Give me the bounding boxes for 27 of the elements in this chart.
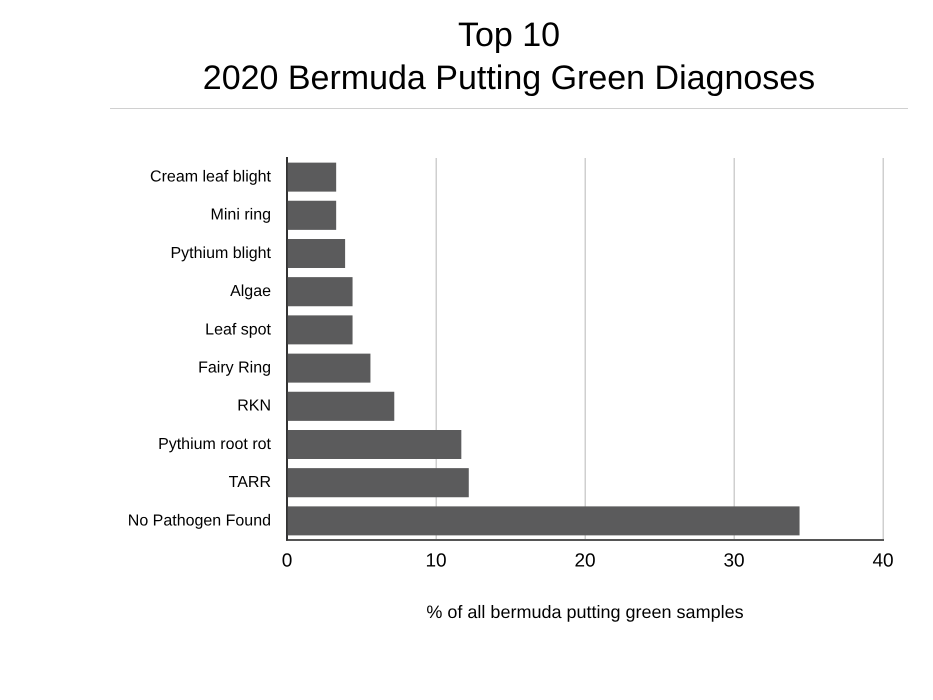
- bar: [288, 315, 353, 344]
- y-tick-label: TARR: [228, 474, 271, 492]
- y-tick-label: Pythium blight: [170, 244, 272, 262]
- y-tick-label: Mini ring: [210, 206, 271, 224]
- y-tick-label: RKN: [237, 398, 271, 415]
- y-tick-label: Fairy Ring: [198, 360, 271, 377]
- bar: [288, 200, 336, 230]
- chart-title: Top 10 2020 Bermuda Putting Green Diagnoses: [202, 15, 816, 99]
- bar: [288, 162, 336, 192]
- y-tick-label: No Pathogen Found: [128, 512, 271, 530]
- x-tick-label: 30: [723, 550, 745, 572]
- y-tick-label: Leaf spot: [205, 321, 272, 338]
- x-tick-label: 20: [574, 550, 596, 572]
- bar: [288, 430, 462, 460]
- x-tick-label: 10: [425, 550, 447, 572]
- y-tick-label: Cream leaf blight: [150, 168, 272, 186]
- bar: [288, 277, 353, 306]
- bar: [288, 468, 469, 498]
- x-axis-title: % of all bermuda putting green samples: [426, 602, 744, 622]
- bar: [288, 354, 370, 383]
- x-tick-label: 40: [872, 550, 894, 572]
- bar: [288, 506, 800, 536]
- bar: [288, 238, 346, 268]
- bar: [288, 392, 394, 421]
- y-tick-label: Pythium root rot: [158, 436, 272, 453]
- x-tick-label: 0: [282, 550, 292, 572]
- y-tick-label: Algae: [230, 283, 272, 300]
